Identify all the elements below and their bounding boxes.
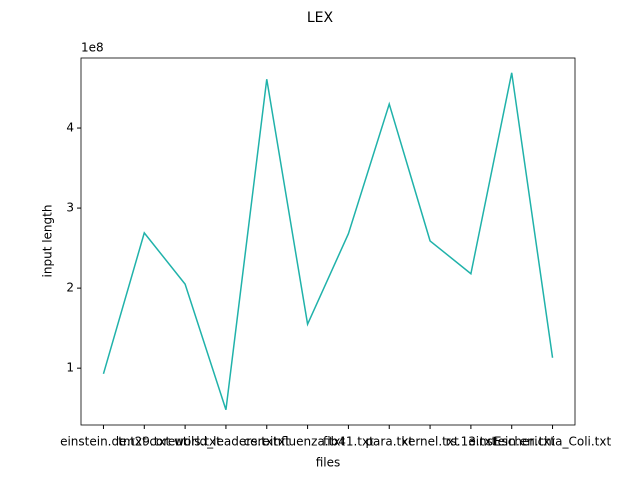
- x-tick-label: influenza.txt: [270, 435, 345, 449]
- y-tick-label: 3: [66, 201, 74, 215]
- y-tick-label: 1: [66, 361, 74, 375]
- x-axis-label: files: [316, 456, 341, 470]
- x-tick-label: Escherichia_Coli.txt: [494, 435, 612, 449]
- x-tick-label: cere.txt: [244, 435, 291, 449]
- x-tick-label: world_leaders.txt: [174, 435, 278, 449]
- x-tick-label: einstein.en.txt: [468, 435, 555, 449]
- y-tick-label: 4: [66, 121, 74, 135]
- x-tick-label: coreutils.txt: [149, 435, 221, 449]
- y-axis-label: input length: [41, 205, 55, 278]
- x-tick-label: tm29.txt: [118, 435, 170, 449]
- x-tick-label: rs.13.txt: [446, 435, 497, 449]
- line: [102, 72, 554, 411]
- y-offset-label: 1e8: [81, 41, 104, 55]
- x-tick-label: kernel.txt: [401, 435, 459, 449]
- x-tick-label: einstein.de.txt: [60, 435, 147, 449]
- chart-title: LEX: [307, 10, 334, 26]
- x-tick-label: fib41.txt: [323, 435, 374, 449]
- y-tick-label: 2: [66, 281, 74, 295]
- plot-frame: [80, 57, 576, 426]
- x-tick-label: para.txt: [365, 435, 413, 449]
